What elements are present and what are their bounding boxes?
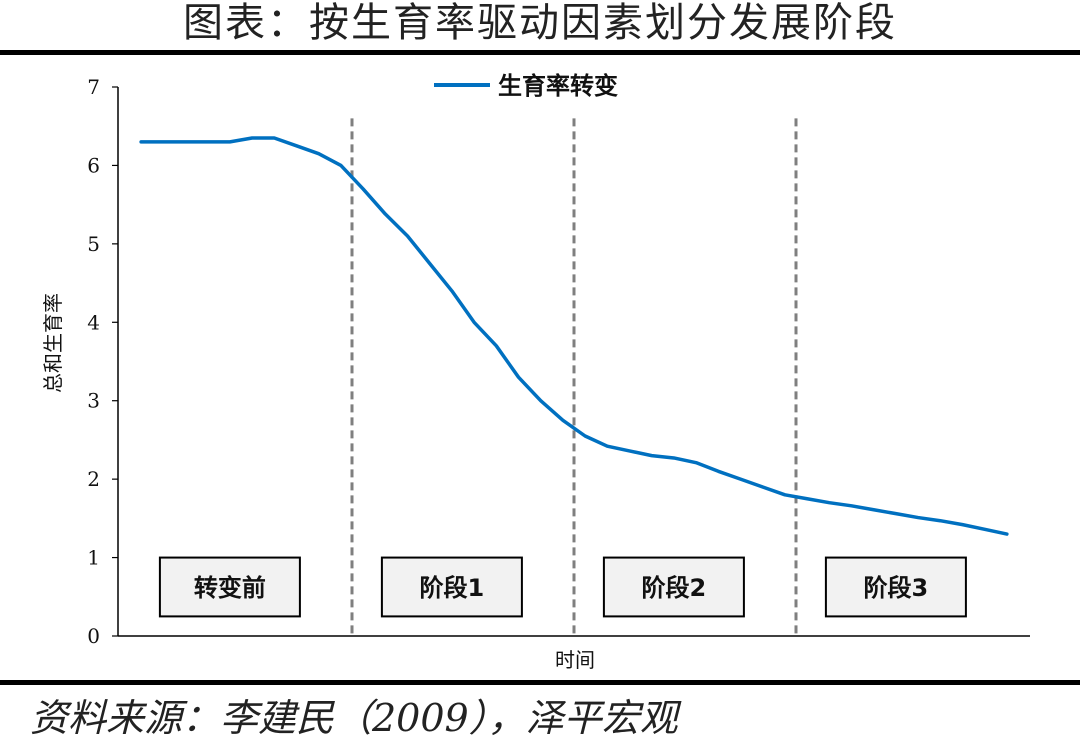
y-tick-label: 4 [87,310,100,334]
bottom-rule [0,680,1080,685]
y-tick-label: 6 [87,153,100,177]
stage-label: 阶段1 [420,574,485,602]
stage-label: 阶段2 [642,574,707,602]
chart-title: 图表：按生育率驱动因素划分发展阶段 [183,0,897,46]
y-axis-title: 总和生育率 [41,293,65,393]
series-line-fertility [139,136,1009,536]
y-tick-label: 0 [87,624,100,648]
stage-label: 转变前 [194,574,266,602]
stage-box [602,556,745,618]
stage-label: 阶段3 [864,574,929,602]
x-axis-title: 时间 [555,648,595,672]
top-rule [0,50,1080,55]
source-note: 资料来源：李建民（2009），泽平宏观 [30,696,678,740]
axes-layer: 0 1 2 3 4 5 6 7 [87,75,1030,648]
legend: 生育率转变 [434,72,618,100]
stage-box [158,556,301,618]
y-tick-label: 2 [87,467,100,491]
y-tick-label: 5 [87,232,100,256]
stage-box [824,556,967,618]
stage-layer: 转变前 阶段1 阶段2 阶段3 [158,118,967,636]
y-tick-label: 1 [87,546,100,570]
y-tick-label: 7 [87,75,100,99]
series-layer [139,136,1009,536]
y-tick-label: 3 [87,389,100,413]
legend-label: 生育率转变 [498,72,618,100]
stage-box [380,556,523,618]
